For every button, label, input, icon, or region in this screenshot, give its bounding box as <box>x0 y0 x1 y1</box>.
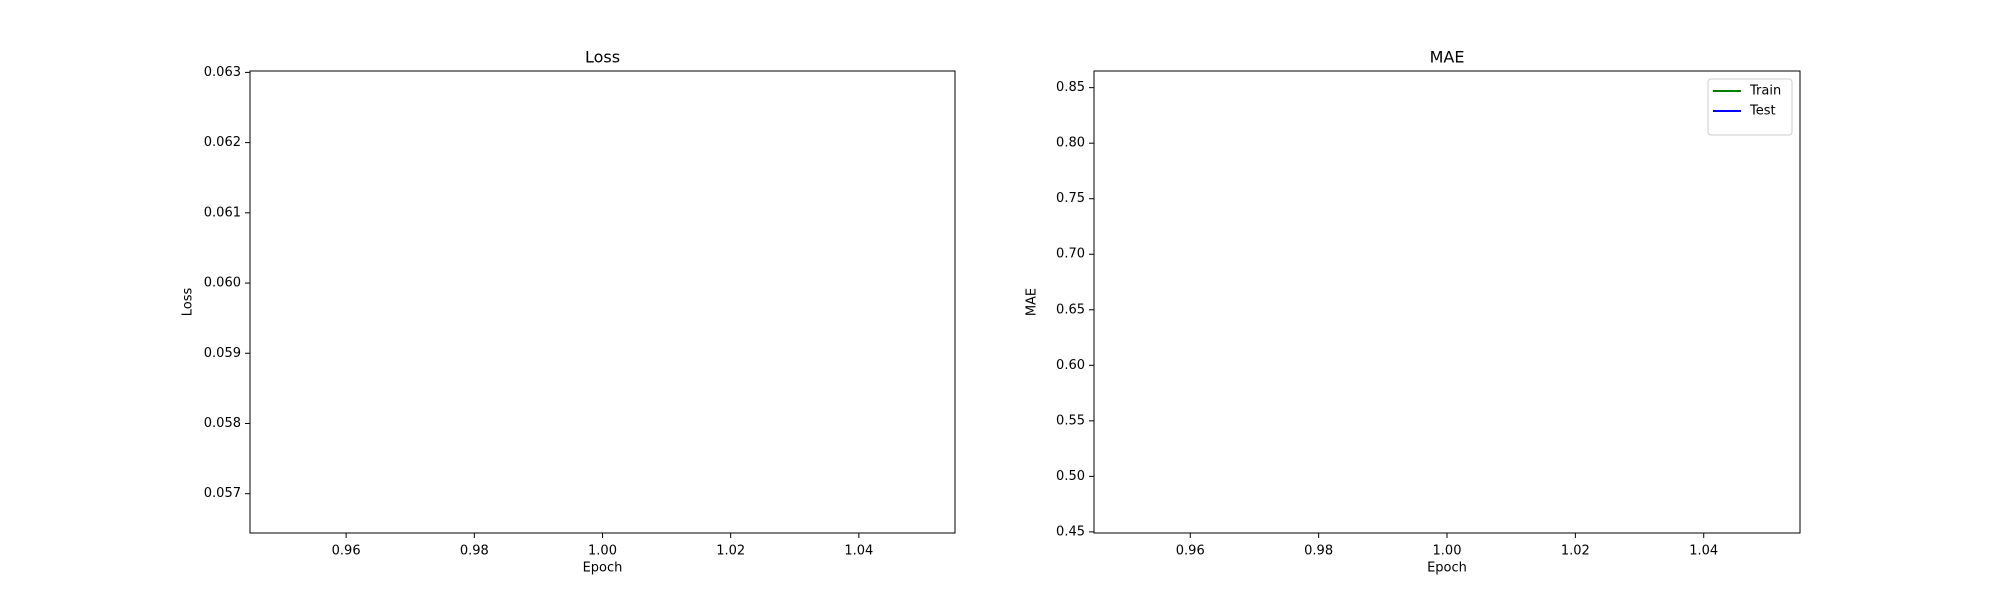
x-tick-label: 1.00 <box>1433 544 1462 559</box>
x-tick-label: 0.96 <box>332 544 361 559</box>
y-tick-label: 0.061 <box>204 205 241 220</box>
y-tick-label: 0.80 <box>1056 136 1085 151</box>
x-tick-label: 1.00 <box>588 544 617 559</box>
x-tick-label: 0.96 <box>1176 544 1205 559</box>
axes-frame <box>1093 70 1801 534</box>
y-tick-label: 0.50 <box>1056 469 1085 484</box>
chart-title: MAE <box>1430 48 1465 67</box>
legend-label: Test <box>1749 104 1776 119</box>
y-tick-label: 0.60 <box>1056 358 1085 373</box>
y-tick-label: 0.85 <box>1056 80 1085 95</box>
y-tick-label: 0.063 <box>204 65 241 80</box>
chart-title: Loss <box>585 48 620 67</box>
y-axis-label: MAE <box>1025 288 1040 316</box>
legend-label: Train <box>1749 84 1781 99</box>
x-tick-label: 1.04 <box>844 544 873 559</box>
x-axis-label: Epoch <box>583 561 623 576</box>
y-tick-label: 0.062 <box>204 135 241 150</box>
x-tick-label: 1.04 <box>1689 544 1718 559</box>
y-axis-label: Loss <box>181 288 196 317</box>
x-tick-label: 0.98 <box>460 544 489 559</box>
y-tick-label: 0.060 <box>204 276 241 291</box>
y-tick-label: 0.058 <box>204 416 241 431</box>
y-tick-label: 0.059 <box>204 346 241 361</box>
x-tick-label: 1.02 <box>1561 544 1590 559</box>
y-tick-label: 0.65 <box>1056 302 1085 317</box>
axes-frame <box>249 70 956 534</box>
legend-box <box>1707 78 1793 136</box>
x-tick-label: 0.98 <box>1304 544 1333 559</box>
x-axis-label: Epoch <box>1427 561 1467 576</box>
y-tick-label: 0.55 <box>1056 413 1085 428</box>
x-tick-label: 1.02 <box>716 544 745 559</box>
y-tick-label: 0.45 <box>1056 524 1085 539</box>
y-tick-label: 0.70 <box>1056 247 1085 262</box>
y-tick-label: 0.75 <box>1056 191 1085 206</box>
y-tick-label: 0.057 <box>204 486 241 501</box>
